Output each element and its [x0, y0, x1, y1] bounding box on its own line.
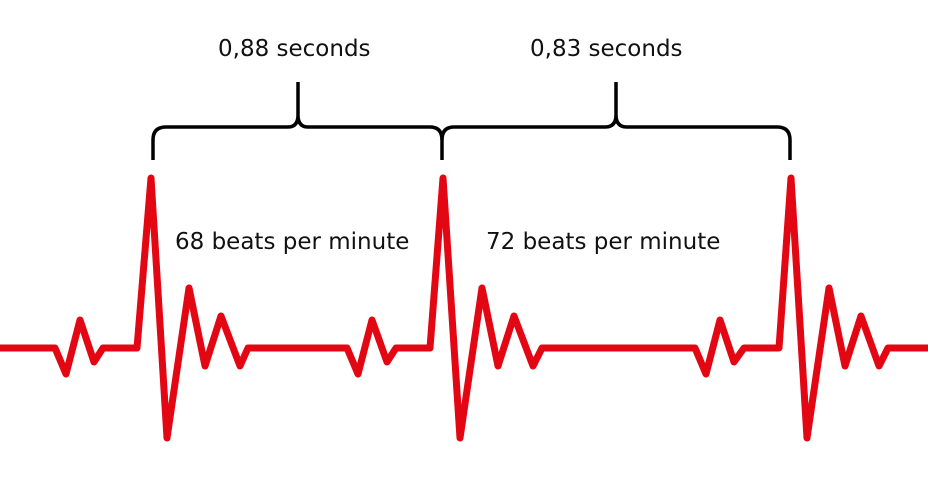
interval-2-heart-rate: 72 beats per minute	[486, 229, 721, 255]
bracket-interval-1	[151, 82, 444, 160]
interval-1-duration: 0,88 seconds	[218, 36, 371, 62]
bracket-interval-2	[440, 82, 792, 160]
interval-2-duration: 0,83 seconds	[530, 36, 683, 62]
ecg-trace	[0, 174, 928, 442]
interval-1-heart-rate: 68 beats per minute	[175, 229, 410, 255]
